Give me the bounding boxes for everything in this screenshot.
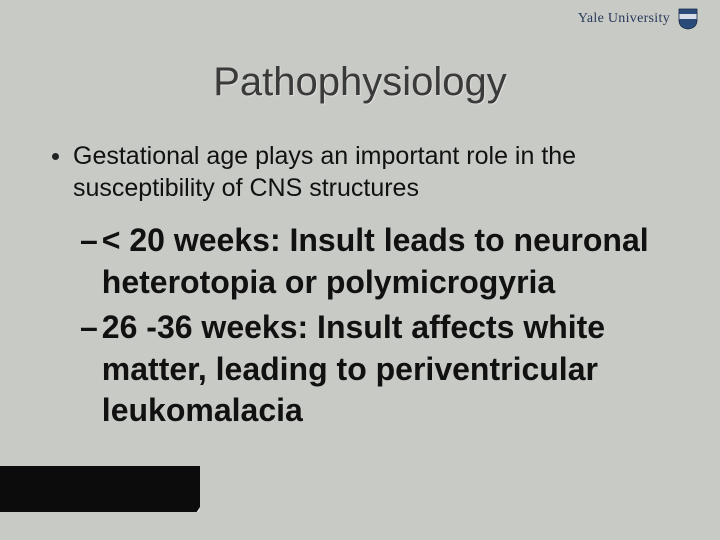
bullet-level1: Gestational age plays an important role … <box>52 140 688 204</box>
bullet-l2a-text: < 20 weeks: Insult leads to neuronal het… <box>102 220 688 303</box>
bullet-l2b-text: 26 -36 weeks: Insult affects white matte… <box>102 307 688 432</box>
bullet-l1-text: Gestational age plays an important role … <box>73 140 688 204</box>
bullet-dash-icon: – <box>80 307 98 349</box>
decorative-wedge <box>0 452 200 512</box>
slide-content: Gestational age plays an important role … <box>52 140 688 436</box>
brand-header: Yale University <box>578 8 698 30</box>
wedge-dark-shape <box>0 466 200 512</box>
bullet-level2: – 26 -36 weeks: Insult affects white mat… <box>80 307 688 432</box>
bullet-level2: – < 20 weeks: Insult leads to neuronal h… <box>80 220 688 303</box>
slide-title: Pathophysiology <box>0 60 720 105</box>
shield-icon <box>678 8 698 30</box>
brand-text: Yale University <box>578 11 670 27</box>
bullet-dot-icon <box>52 153 59 160</box>
bullet-dash-icon: – <box>80 220 98 262</box>
